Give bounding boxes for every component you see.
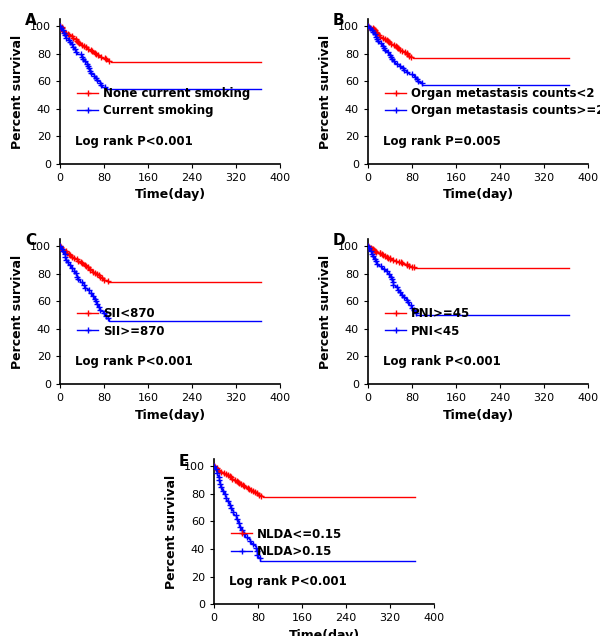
Y-axis label: Percent survival: Percent survival <box>11 34 25 149</box>
Legend: Organ metastasis counts<2, Organ metastasis counts>=2: Organ metastasis counts<2, Organ metasta… <box>385 87 600 118</box>
X-axis label: Time(day): Time(day) <box>289 629 359 636</box>
Text: A: A <box>25 13 37 28</box>
X-axis label: Time(day): Time(day) <box>134 188 206 202</box>
Y-axis label: Percent survival: Percent survival <box>11 254 25 369</box>
Text: Log rank P<0.001: Log rank P<0.001 <box>229 576 347 588</box>
Text: Log rank P<0.001: Log rank P<0.001 <box>383 356 501 368</box>
Text: Log rank P<0.001: Log rank P<0.001 <box>76 135 193 148</box>
X-axis label: Time(day): Time(day) <box>134 409 206 422</box>
Y-axis label: Percent survival: Percent survival <box>166 474 178 589</box>
Y-axis label: Percent survival: Percent survival <box>319 34 332 149</box>
X-axis label: Time(day): Time(day) <box>442 409 514 422</box>
Legend: PNI>=45, PNI<45: PNI>=45, PNI<45 <box>385 307 470 338</box>
Legend: NLDA<=0.15, NLDA>0.15: NLDA<=0.15, NLDA>0.15 <box>231 528 342 558</box>
Text: B: B <box>333 13 344 28</box>
Text: Log rank P=0.005: Log rank P=0.005 <box>383 135 501 148</box>
Text: D: D <box>333 233 346 249</box>
X-axis label: Time(day): Time(day) <box>442 188 514 202</box>
Y-axis label: Percent survival: Percent survival <box>319 254 332 369</box>
Text: C: C <box>25 233 36 249</box>
Legend: None current smoking, Current smoking: None current smoking, Current smoking <box>77 87 250 118</box>
Text: Log rank P<0.001: Log rank P<0.001 <box>76 356 193 368</box>
Text: E: E <box>179 453 189 469</box>
Legend: SII<870, SII>=870: SII<870, SII>=870 <box>77 307 164 338</box>
